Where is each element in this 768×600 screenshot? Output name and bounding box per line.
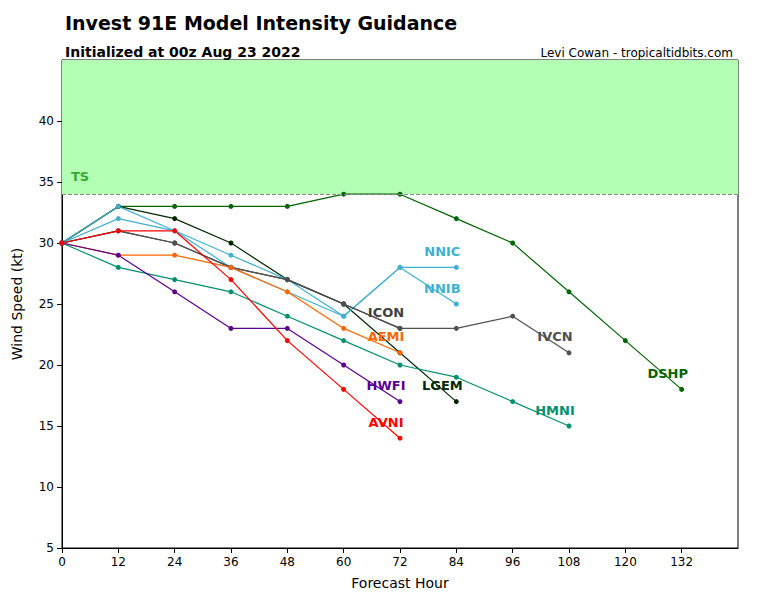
svg-text:10: 10 [39,480,54,494]
svg-text:Invest 91E Model Intensity Gui: Invest 91E Model Intensity Guidance [65,12,457,34]
svg-text:72: 72 [392,555,407,569]
svg-text:Initialized at 00z Aug 23 2022: Initialized at 00z Aug 23 2022 [65,44,301,60]
svg-text:NNIC: NNIC [424,244,460,259]
svg-text:AEMI: AEMI [368,329,405,344]
svg-text:108: 108 [558,555,581,569]
svg-text:35: 35 [39,175,54,189]
svg-text:60: 60 [336,555,351,569]
svg-text:ICON: ICON [368,305,404,320]
svg-text:120: 120 [614,555,637,569]
svg-text:30: 30 [39,236,54,250]
svg-text:DSHP: DSHP [647,366,688,381]
svg-text:48: 48 [280,555,295,569]
svg-text:NNIB: NNIB [424,281,461,296]
svg-text:HWFI: HWFI [367,378,406,393]
svg-text:HMNI: HMNI [535,403,575,418]
svg-text:132: 132 [670,555,693,569]
svg-text:0: 0 [58,555,66,569]
svg-text:AVNI: AVNI [369,415,404,430]
svg-text:15: 15 [39,419,54,433]
svg-text:LGEM: LGEM [422,378,463,393]
svg-text:12: 12 [111,555,126,569]
svg-text:36: 36 [223,555,238,569]
svg-text:84: 84 [449,555,464,569]
svg-text:24: 24 [167,555,182,569]
svg-text:96: 96 [505,555,520,569]
svg-text:Forecast Hour: Forecast Hour [351,575,449,591]
svg-text:20: 20 [39,358,54,372]
svg-text:Wind Speed (kt): Wind Speed (kt) [9,248,25,361]
svg-text:IVCN: IVCN [537,329,572,344]
svg-text:Levi Cowan - tropicaltidbits.c: Levi Cowan - tropicaltidbits.com [540,46,733,60]
svg-text:25: 25 [39,297,54,311]
svg-text:5: 5 [46,541,54,555]
svg-text:TS: TS [71,169,89,184]
svg-text:40: 40 [39,114,54,128]
